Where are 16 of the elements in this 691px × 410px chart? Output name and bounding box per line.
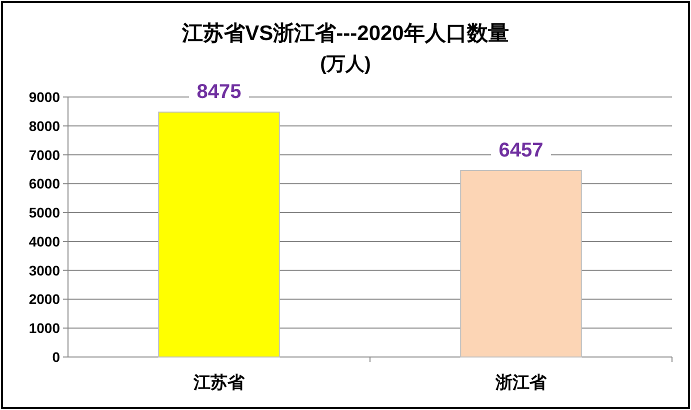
x-tick-label: 江苏省: [192, 373, 246, 392]
y-tick-label: 9000: [28, 89, 60, 105]
y-tick-label: 2000: [28, 291, 60, 308]
y-tick-label: 3000: [28, 262, 60, 278]
chart-subtitle: (万人): [320, 54, 371, 75]
chart-title: 江苏省VS浙江省---2020年人口数量: [181, 22, 509, 45]
data-label: 8475: [196, 81, 242, 104]
y-tick-label: 0: [52, 349, 60, 365]
y-tick-label: 7000: [28, 146, 60, 163]
data-label: 6457: [498, 139, 544, 162]
y-tick-label: 5000: [28, 204, 60, 221]
y-tick-label: 6000: [28, 176, 60, 192]
y-tick-label: 4000: [28, 233, 60, 250]
y-tick-label: 8000: [28, 118, 60, 134]
x-tick-label: 浙江省: [494, 373, 548, 392]
y-tick-label: 1000: [28, 320, 60, 336]
